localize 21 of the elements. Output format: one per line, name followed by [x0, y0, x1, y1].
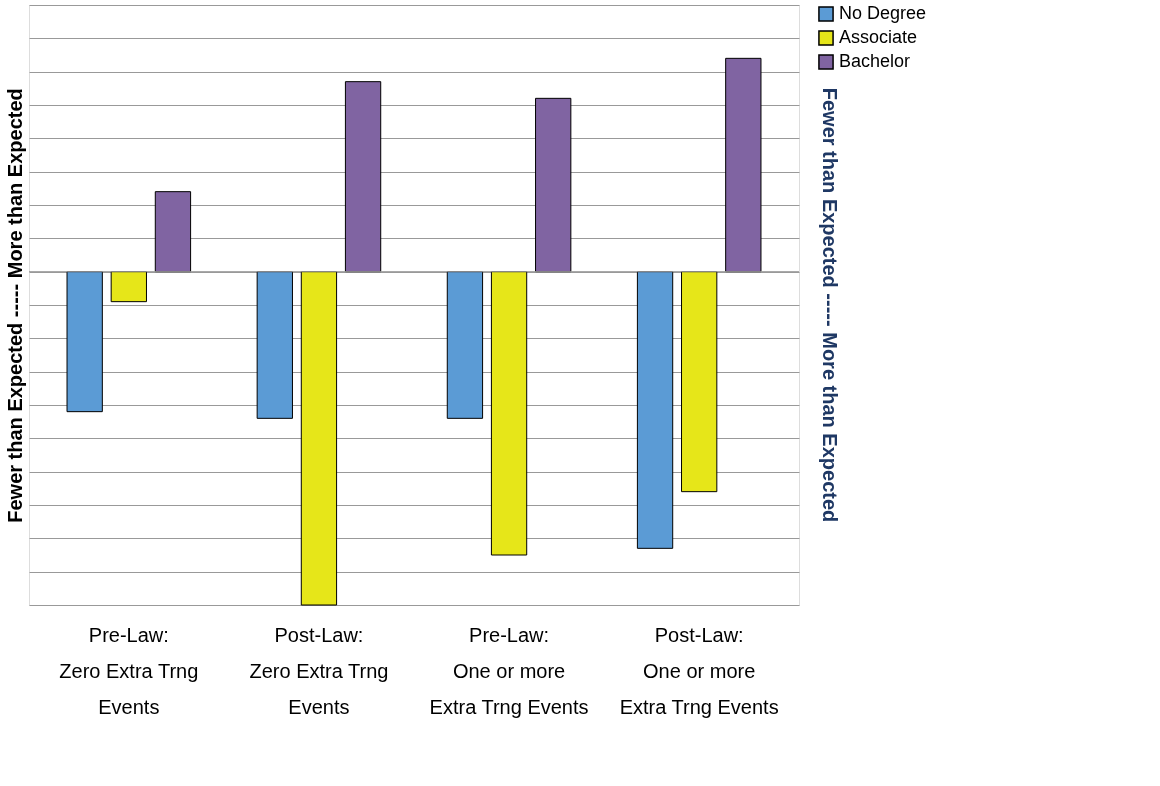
y2-axis-title: Fewer than Expected ----- More than Expected: [819, 87, 841, 523]
legend-label: Bachelor: [839, 51, 911, 71]
bar: [66, 271, 103, 413]
x-tick-label: Pre-Law: One or more Extra Trng Events: [429, 623, 589, 718]
bar: [300, 271, 338, 606]
bar: [154, 191, 192, 273]
x-tick-label: Post-Law: One or more Extra Trng Events: [619, 623, 779, 718]
legend-label: Associate: [839, 27, 918, 47]
bar: [490, 271, 528, 556]
bar: [636, 271, 674, 549]
bar: [256, 271, 293, 419]
bar: [446, 271, 484, 419]
legend-label: No Degree: [839, 3, 927, 23]
bar: [110, 271, 147, 303]
x-tick-label: Pre-Law: Zero Extra Trng Events: [59, 623, 199, 718]
bar: [681, 271, 718, 493]
y-axis-title: Fewer than Expected ----- More than Expected: [3, 88, 26, 523]
x-tick-label: Post-Law: Zero Extra Trng Events: [249, 623, 389, 718]
bar: [535, 97, 572, 273]
bar: [725, 57, 762, 273]
bar: [344, 81, 382, 273]
